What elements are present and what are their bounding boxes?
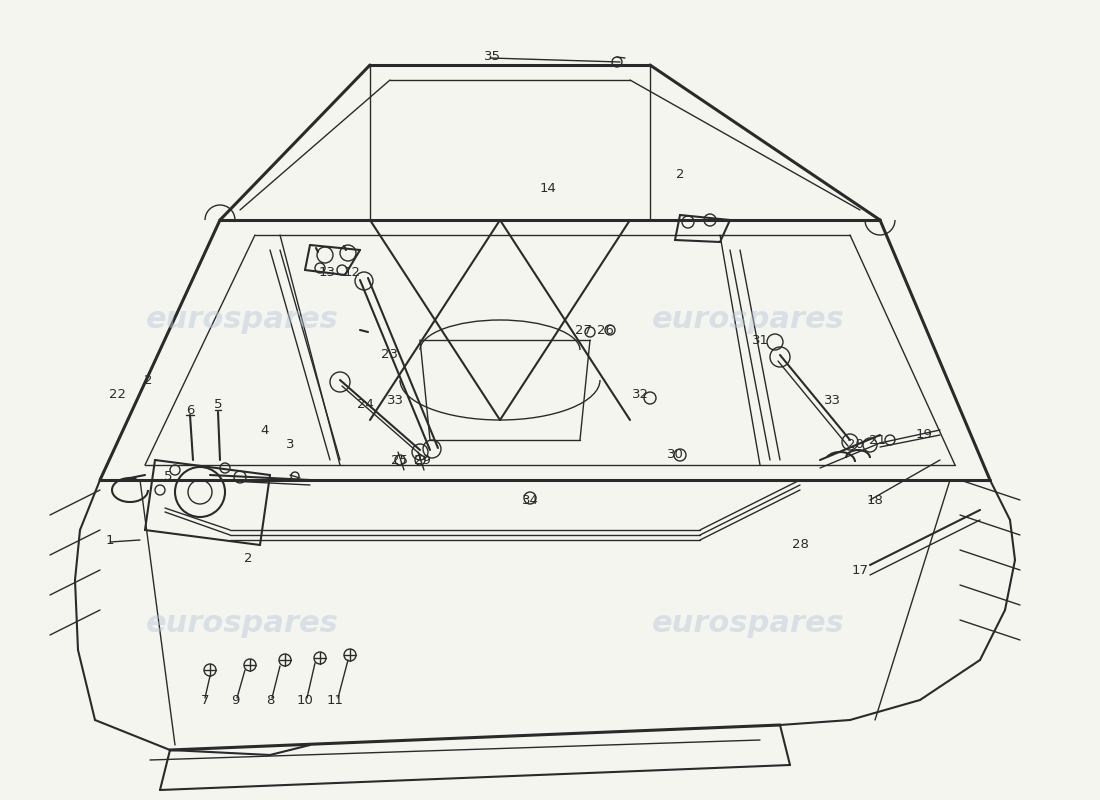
Text: 28: 28 xyxy=(792,538,808,551)
Text: 31: 31 xyxy=(751,334,769,346)
Text: 12: 12 xyxy=(343,266,361,278)
Text: 18: 18 xyxy=(867,494,883,506)
Text: 2: 2 xyxy=(144,374,152,386)
Text: 30: 30 xyxy=(667,449,683,462)
Text: 33: 33 xyxy=(824,394,840,406)
Text: 19: 19 xyxy=(915,429,933,442)
Text: eurospares: eurospares xyxy=(651,610,845,638)
Text: 21: 21 xyxy=(869,434,887,446)
Text: 33: 33 xyxy=(386,394,404,406)
Text: 2: 2 xyxy=(244,551,252,565)
Text: 9: 9 xyxy=(231,694,239,706)
Text: 27: 27 xyxy=(574,323,592,337)
Text: 4: 4 xyxy=(261,423,270,437)
Text: 24: 24 xyxy=(356,398,373,411)
Text: 26: 26 xyxy=(596,323,614,337)
Text: 2: 2 xyxy=(675,169,684,182)
Text: 23: 23 xyxy=(382,349,398,362)
Text: 3: 3 xyxy=(286,438,295,451)
Text: 35: 35 xyxy=(484,50,500,63)
Text: 20: 20 xyxy=(847,438,864,451)
Text: eurospares: eurospares xyxy=(145,610,339,638)
Text: 29: 29 xyxy=(414,454,430,466)
Text: 1: 1 xyxy=(106,534,114,546)
Text: eurospares: eurospares xyxy=(651,306,845,334)
Text: 34: 34 xyxy=(521,494,538,506)
Text: 32: 32 xyxy=(631,389,649,402)
Text: 22: 22 xyxy=(110,389,126,402)
Text: 13: 13 xyxy=(319,266,336,278)
Text: 14: 14 xyxy=(540,182,557,194)
Text: eurospares: eurospares xyxy=(145,306,339,334)
Text: 11: 11 xyxy=(327,694,343,706)
Text: 5: 5 xyxy=(213,398,222,411)
Text: 7: 7 xyxy=(200,694,209,706)
Text: 5: 5 xyxy=(164,470,173,482)
Text: 8: 8 xyxy=(266,694,274,706)
Text: 6: 6 xyxy=(186,403,195,417)
Text: 10: 10 xyxy=(297,694,313,706)
Text: 25: 25 xyxy=(392,454,408,466)
Text: 17: 17 xyxy=(851,563,869,577)
